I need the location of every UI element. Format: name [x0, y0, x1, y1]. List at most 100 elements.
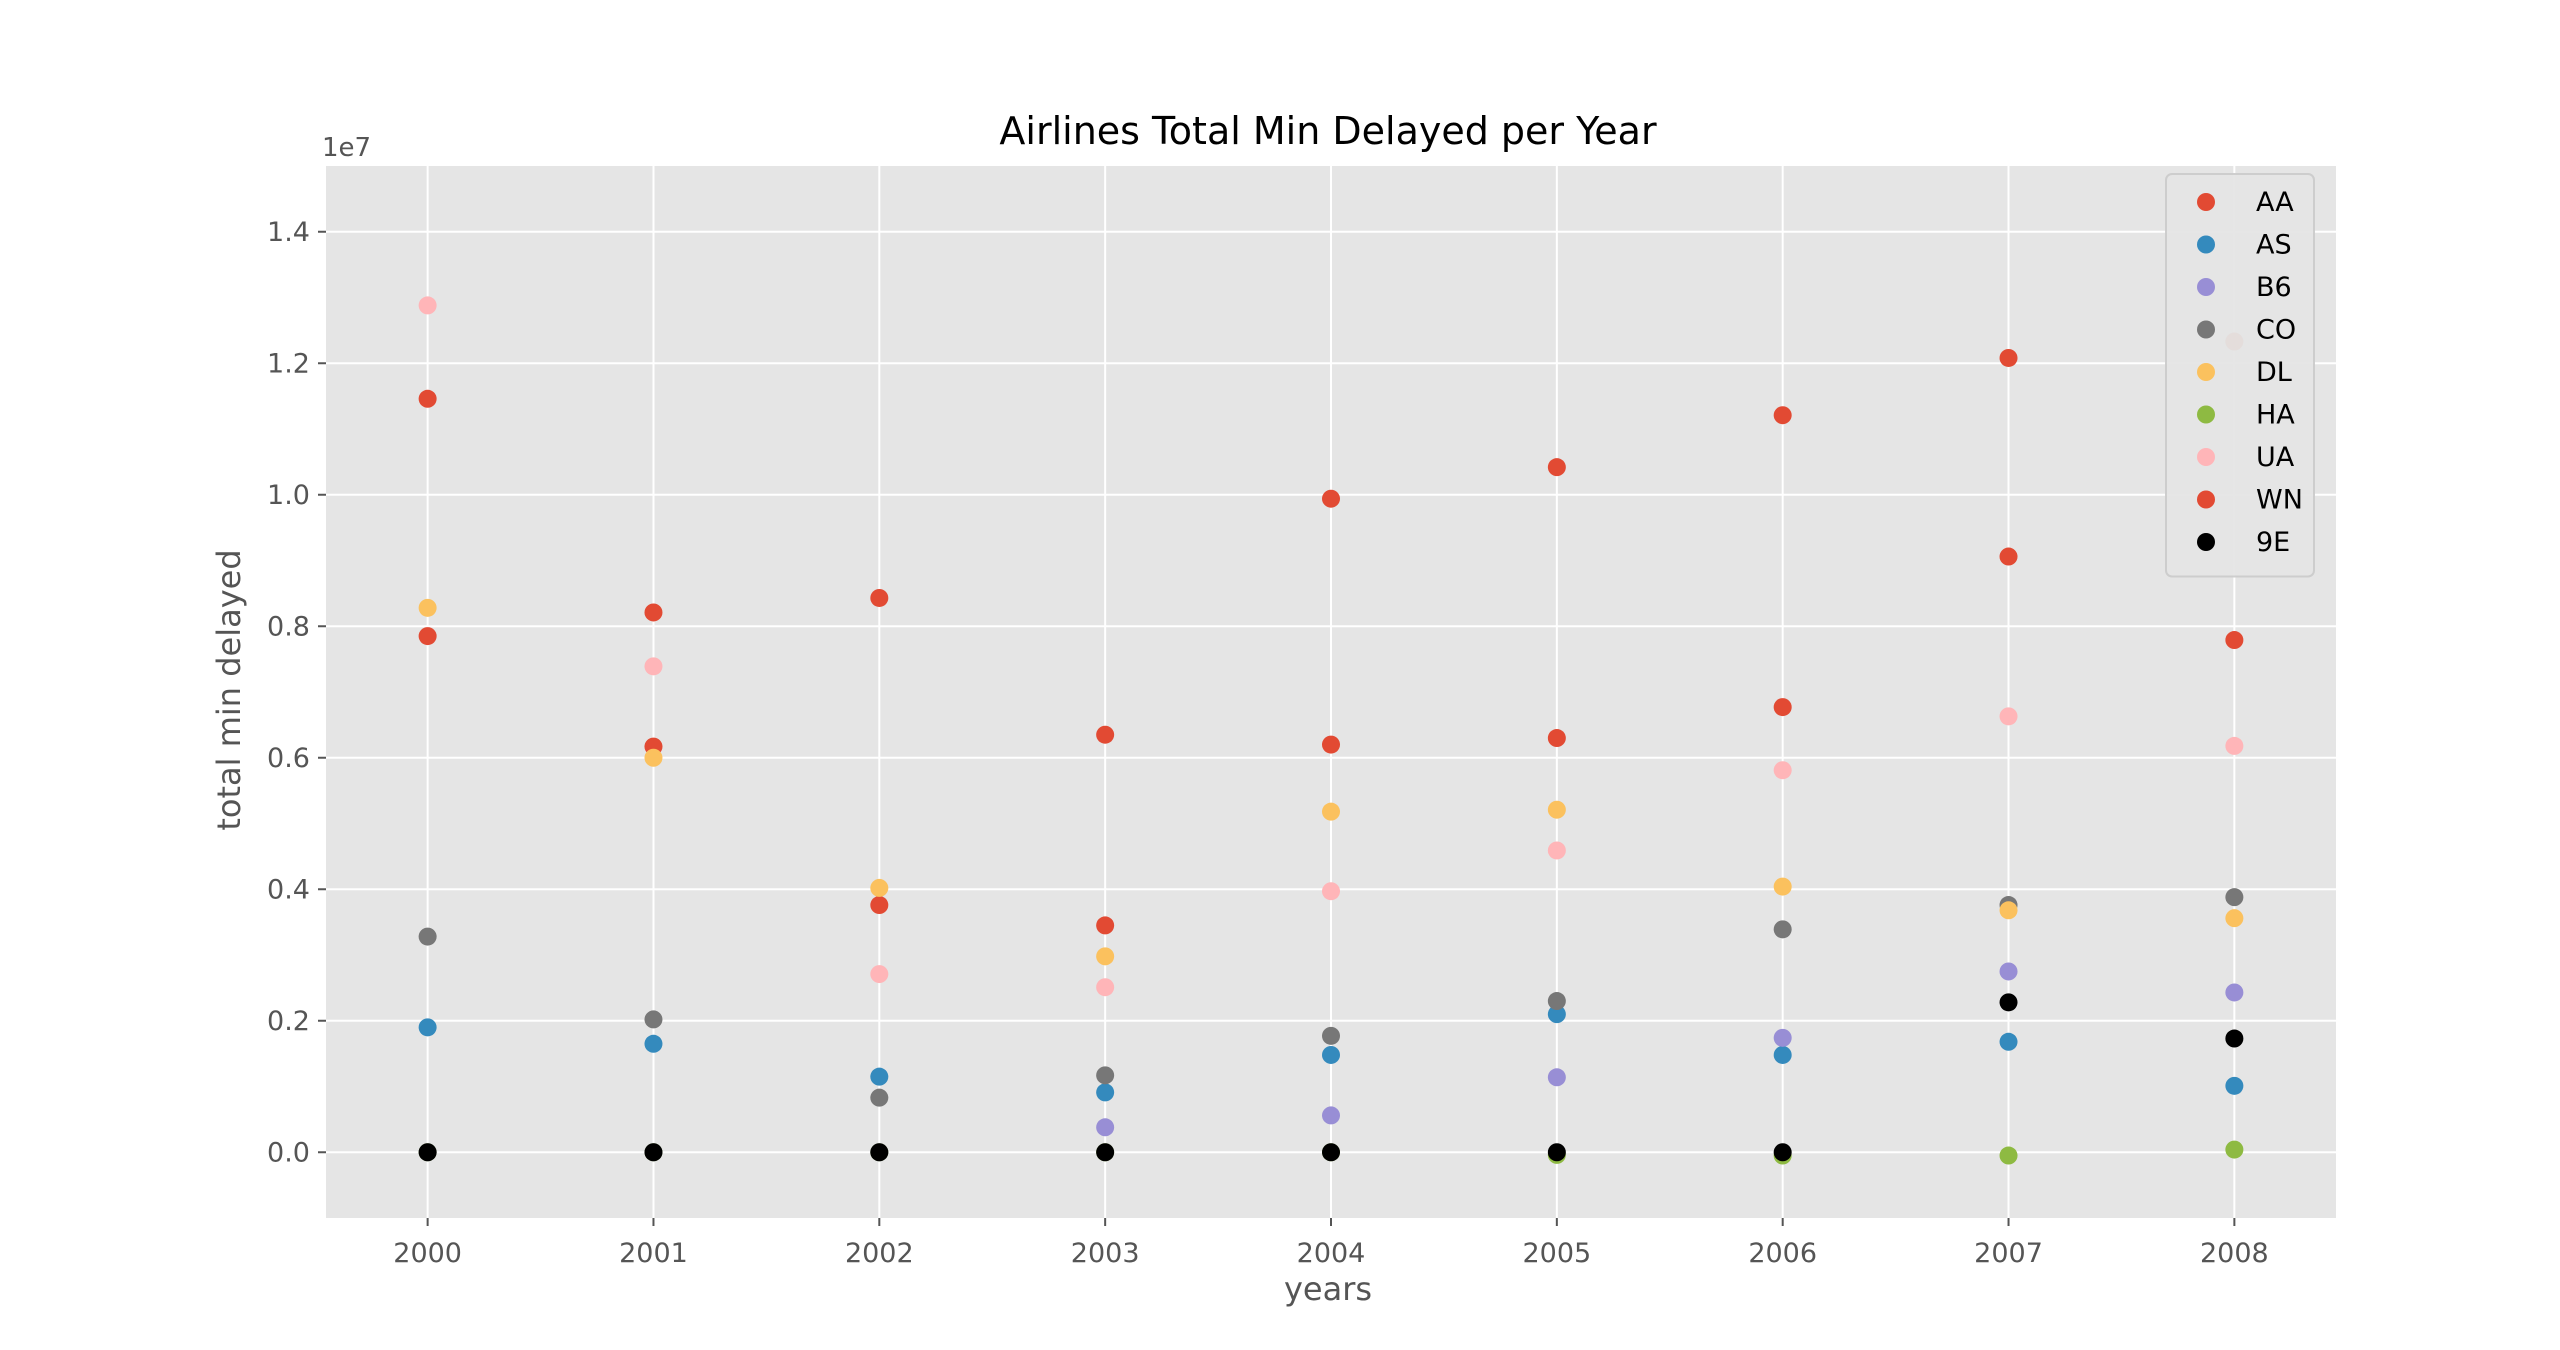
- data-point-ha-2007: [1999, 1146, 2018, 1165]
- axis-ticks: 2000 2001 2002 2003 2004 2005 2006 2007 2008 0.0 0…: [267, 217, 2269, 1269]
- data-point-ua-2008: [2225, 736, 2244, 755]
- data-point-co-2005: [1547, 992, 1566, 1011]
- data-point-9e-2002: [870, 1143, 889, 1162]
- data-point-9e-2004: [1322, 1143, 1340, 1162]
- x-tick-label: 2002: [845, 1238, 914, 1269]
- x-tick-label: 2003: [1071, 1238, 1140, 1269]
- x-tick-label: 2007: [1974, 1238, 2043, 1269]
- data-point-co-2000: [418, 927, 437, 946]
- y-tick-label: 0.6: [267, 743, 310, 774]
- data-point-9e-2008: [2225, 1029, 2244, 1048]
- data-point-aa-2000: [418, 627, 437, 646]
- legend-marker: [2197, 448, 2215, 466]
- legend-label: AS: [2256, 230, 2292, 261]
- data-point-as-2002: [870, 1067, 889, 1086]
- y-tick-label: 1.0: [267, 480, 310, 511]
- legend-item-aa: AA: [2197, 187, 2294, 218]
- legend-label: WN: [2256, 485, 2303, 516]
- legend-item-dl: DL: [2197, 357, 2292, 388]
- data-point-dl-2003: [1096, 947, 1115, 966]
- legend-marker: [2197, 363, 2215, 381]
- data-point-b6-2003: [1096, 1118, 1115, 1137]
- legend-item-as: AS: [2197, 230, 2292, 261]
- data-point-dl-2006: [1773, 877, 1792, 896]
- legend-item-ua: UA: [2197, 442, 2295, 473]
- data-point-9e-2003: [1096, 1143, 1115, 1162]
- y-tick-label: 1.2: [267, 348, 310, 379]
- data-point-dl-2001: [644, 748, 663, 767]
- x-tick-label: 2005: [1522, 1238, 1591, 1269]
- legend-label: 9E: [2256, 527, 2290, 558]
- data-point-9e-2007: [1999, 993, 2018, 1012]
- y-tick-label: 0.0: [267, 1137, 310, 1168]
- data-point-dl-2004: [1322, 802, 1340, 821]
- data-point-b6-2007: [1999, 962, 2018, 981]
- data-point-ua-2001: [644, 657, 663, 676]
- legend-label: B6: [2256, 272, 2292, 303]
- data-point-co-2006: [1773, 920, 1792, 939]
- data-point-9e-2005: [1547, 1143, 1566, 1162]
- data-point-wn-2000: [418, 389, 437, 408]
- x-tick-label: 2006: [1748, 1238, 1817, 1269]
- legend-marker: [2197, 193, 2215, 211]
- data-point-ua-2002: [870, 965, 889, 984]
- x-tick-label: 2001: [619, 1238, 688, 1269]
- data-point-ua-2003: [1096, 978, 1115, 997]
- data-point-ua-2000: [418, 296, 437, 315]
- series-as: [418, 1005, 2244, 1102]
- data-point-aa-2005: [1547, 729, 1566, 748]
- y-tick-label: 0.8: [267, 611, 310, 642]
- data-point-co-2003: [1096, 1066, 1115, 1085]
- data-point-9e-2000: [418, 1143, 437, 1162]
- y-tick-label: 1.4: [267, 217, 310, 248]
- data-point-aa-2007: [1999, 547, 2018, 566]
- data-point-ua-2004: [1322, 882, 1340, 901]
- y-axis-offset-label: 1e7: [322, 133, 371, 163]
- data-point-b6-2006: [1773, 1028, 1792, 1047]
- legend-marker: [2197, 490, 2215, 509]
- data-point-co-2004: [1322, 1026, 1340, 1045]
- data-point-ua-2007: [1999, 707, 2018, 726]
- data-point-dl-2007: [1999, 901, 2018, 920]
- data-point-9e-2001: [644, 1143, 663, 1162]
- data-point-wn-2003: [1096, 725, 1115, 744]
- legend-marker: [2197, 533, 2215, 551]
- data-point-as-2003: [1096, 1083, 1115, 1102]
- legend-marker: [2197, 278, 2215, 296]
- legend-label: CO: [2256, 315, 2296, 346]
- data-point-wn-2004: [1322, 489, 1340, 508]
- data-points: [418, 296, 2244, 1165]
- data-point-aa-2006: [1773, 698, 1792, 717]
- legend-frame: [2165, 173, 2315, 578]
- series-dl: [418, 598, 2244, 966]
- legend-item-wn: WN: [2197, 485, 2303, 516]
- legend-marker: [2197, 235, 2215, 254]
- data-point-ua-2006: [1773, 761, 1792, 780]
- x-tick-label: 2004: [1297, 1238, 1366, 1269]
- x-tick-label: 2008: [2200, 1238, 2269, 1269]
- data-point-co-2001: [644, 1010, 663, 1029]
- legend-label: DL: [2256, 357, 2292, 388]
- data-point-co-2008: [2225, 888, 2244, 907]
- legend-item-b6: B6: [2197, 272, 2292, 303]
- y-axis-label: total min delayed: [210, 549, 248, 830]
- data-point-wn-2002: [870, 588, 889, 607]
- data-point-as-2006: [1773, 1045, 1792, 1064]
- data-point-wn-2005: [1547, 458, 1566, 477]
- data-point-wn-2001: [644, 603, 663, 622]
- data-point-aa-2002: [870, 896, 889, 915]
- data-point-9e-2006: [1773, 1143, 1792, 1162]
- chart-title: Airlines Total Min Delayed per Year: [999, 109, 1657, 153]
- data-point-ua-2005: [1547, 841, 1566, 860]
- data-point-dl-2002: [870, 878, 889, 897]
- series-9e: [418, 993, 2244, 1162]
- data-point-wn-2006: [1773, 406, 1792, 425]
- data-point-dl-2005: [1547, 800, 1566, 819]
- data-point-as-2000: [418, 1018, 437, 1037]
- legend-label: AA: [2256, 187, 2294, 218]
- data-point-b6-2008: [2225, 983, 2244, 1002]
- y-tick-label: 0.2: [267, 1006, 310, 1037]
- legend-marker: [2197, 405, 2215, 424]
- data-point-ha-2008: [2225, 1140, 2244, 1159]
- data-point-b6-2004: [1322, 1106, 1340, 1125]
